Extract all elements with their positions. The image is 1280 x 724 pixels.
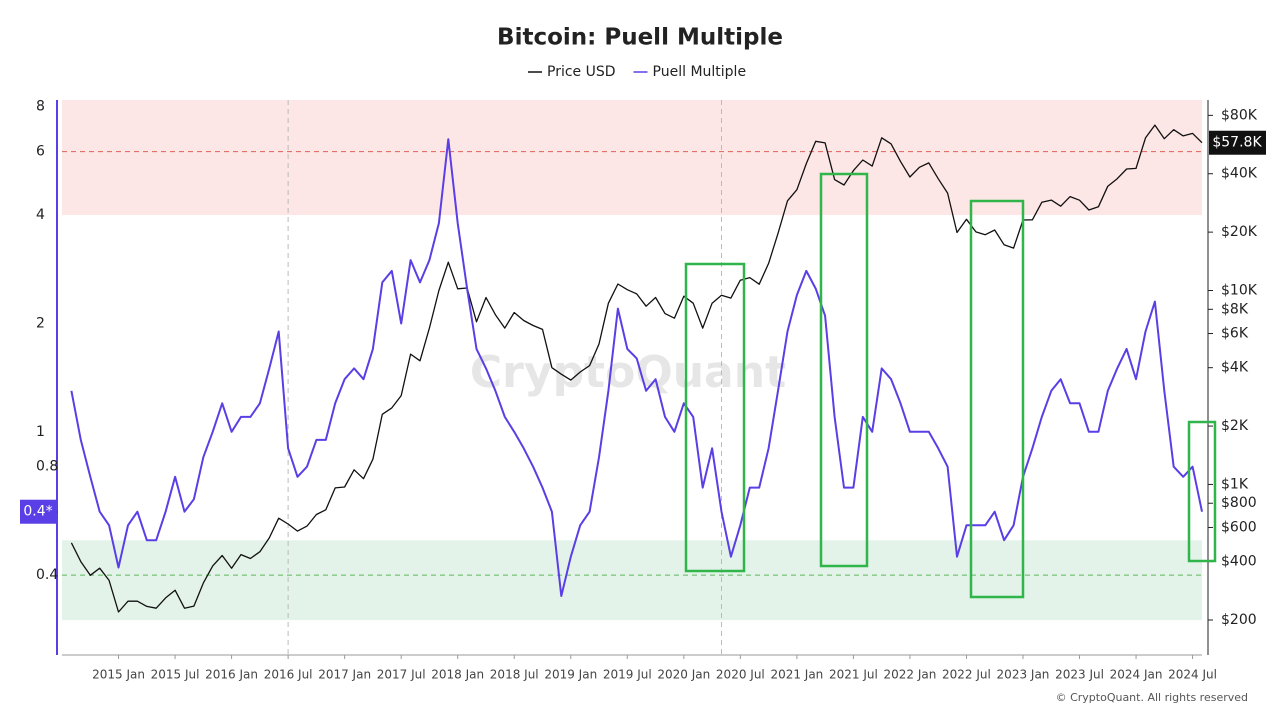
- last-value-label: 0.4*: [23, 504, 52, 520]
- x-tick-label: 2024 Jan: [1110, 668, 1163, 682]
- y2-tick-label: $80K: [1221, 107, 1258, 123]
- last-value-box: [1209, 130, 1266, 155]
- y-tick-label: 0.4: [36, 567, 58, 583]
- x-tick-label: 2018 Jan: [431, 668, 484, 682]
- y2-tick-label: $200: [1221, 612, 1257, 628]
- y2-tick-label: $8K: [1221, 301, 1249, 317]
- y2-tick-label: $400: [1221, 554, 1257, 570]
- y-tick-label: 4: [36, 207, 45, 223]
- y2-tick-label: $1K: [1221, 476, 1249, 492]
- y2-tick-label: $600: [1221, 519, 1257, 535]
- y2-tick-label: $20K: [1221, 224, 1258, 240]
- x-tick-label: 2017 Jul: [377, 668, 426, 682]
- last-value-label: $57.8K: [1212, 135, 1262, 151]
- plot: 0.40.60.812468$200$400$600$800$1K$2K$4K$…: [20, 64, 1266, 682]
- x-tick-label: 2021 Jan: [770, 668, 823, 682]
- legend-label: Price USD: [547, 64, 616, 80]
- zone: [62, 100, 1202, 216]
- y2-tick-label: $2K: [1221, 418, 1249, 434]
- x-tick-label: 2024 Jul: [1168, 668, 1217, 682]
- y-tick-label: 2: [36, 315, 45, 331]
- footer: © CryptoQuant. All rights reserved: [1056, 691, 1248, 704]
- x-tick-label: 2021 Jul: [829, 668, 878, 682]
- y-tick-label: 1: [36, 424, 45, 440]
- y-tick-label: 8: [36, 99, 45, 115]
- y-tick-label: 0.8: [36, 459, 58, 475]
- watermark: CryptoQuant: [470, 347, 786, 398]
- x-tick-label: 2015 Jan: [92, 668, 145, 682]
- last-value-box: [20, 499, 57, 524]
- x-tick-label: 2017 Jan: [318, 668, 371, 682]
- x-tick-label: 2022 Jul: [942, 668, 991, 682]
- y2-tick-label: $40K: [1221, 166, 1258, 182]
- y-tick-label: 6: [36, 144, 45, 160]
- highlight-box: [969, 199, 1025, 599]
- chart-title: Bitcoin: Puell Multiple: [497, 25, 783, 51]
- x-tick-label: 2015 Jul: [151, 668, 200, 682]
- highlight-box: [819, 172, 869, 568]
- y2-tick-label: $10K: [1221, 283, 1258, 299]
- series-line: [70, 138, 1203, 597]
- x-tick-label: 2019 Jan: [544, 668, 597, 682]
- series-line: [70, 124, 1203, 613]
- x-tick-label: 2016 Jan: [205, 668, 258, 682]
- zone: [62, 540, 1202, 621]
- y2-tick-label: $800: [1221, 495, 1257, 511]
- x-tick-label: 2023 Jan: [997, 668, 1050, 682]
- x-tick-label: 2018 Jul: [490, 668, 539, 682]
- x-tick-label: 2023 Jul: [1055, 668, 1104, 682]
- highlight-box: [684, 262, 746, 573]
- x-tick-label: 2020 Jan: [657, 668, 710, 682]
- legend-label: Puell Multiple: [653, 64, 747, 80]
- highlight-boxes: [684, 172, 1217, 599]
- y2-tick-label: $4K: [1221, 360, 1249, 376]
- x-tick-label: 2022 Jan: [884, 668, 937, 682]
- x-tick-label: 2019 Jul: [603, 668, 652, 682]
- y2-tick-label: $6K: [1221, 326, 1249, 342]
- highlight-box: [1187, 420, 1217, 563]
- x-tick-label: 2016 Jul: [264, 668, 313, 682]
- x-tick-label: 2020 Jul: [716, 668, 765, 682]
